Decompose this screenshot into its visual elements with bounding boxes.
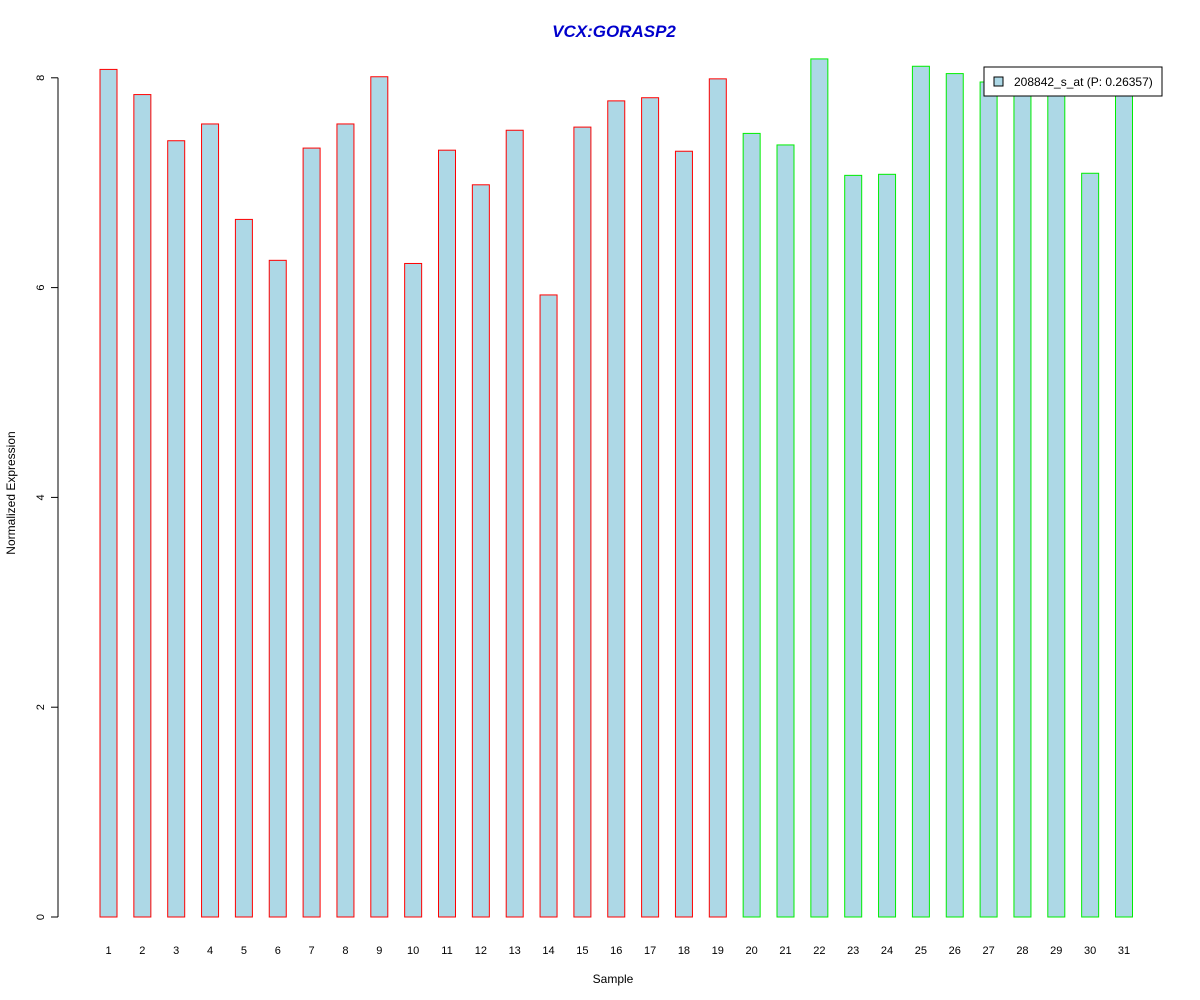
bar-sample-8 (336, 123, 355, 918)
bar-sample-30 (1081, 172, 1100, 918)
x-axis-tick-label: 24 (881, 945, 893, 957)
bar-sample-21 (776, 144, 795, 918)
bar-sample-5 (234, 218, 253, 918)
bar-sample-22 (810, 58, 829, 918)
bar-sample-27 (979, 81, 998, 918)
x-axis-tick-label: 7 (309, 945, 315, 957)
y-axis-tick-label: 4 (35, 494, 47, 500)
bar-sample-25 (911, 65, 930, 918)
x-axis-tick-label: 21 (779, 945, 791, 957)
x-axis-tick-label: 14 (542, 945, 554, 957)
bar-sample-28 (1013, 93, 1032, 918)
y-axis-tick-label: 6 (35, 285, 47, 291)
legend-swatch (993, 76, 1004, 87)
bar-sample-11 (438, 149, 456, 918)
x-axis-tick-label: 1 (105, 945, 111, 957)
bar-sample-17 (641, 97, 660, 918)
chart-title: VCX:GORASP2 (552, 22, 676, 41)
bar-sample-16 (607, 100, 626, 918)
x-axis-tick-label: 19 (712, 945, 724, 957)
x-axis-tick-label: 26 (949, 945, 961, 957)
bar-sample-26 (945, 73, 964, 918)
legend-box (983, 66, 1163, 97)
x-axis-tick-label: 18 (678, 945, 690, 957)
x-axis-tick-label: 23 (847, 945, 859, 957)
x-axis-tick-label: 25 (915, 945, 927, 957)
bar-sample-29 (1047, 93, 1066, 918)
bars (99, 58, 1133, 918)
bar-sample-19 (708, 78, 727, 918)
bar-sample-6 (268, 259, 287, 918)
x-axis-tick-label: 10 (407, 945, 419, 957)
bar-sample-4 (201, 123, 220, 918)
x-axis-tick-label: 17 (644, 945, 656, 957)
x-axis-tick-label: 4 (207, 945, 213, 957)
x-axis-tick-label: 22 (813, 945, 825, 957)
bar-sample-13 (505, 129, 524, 918)
bar-sample-20 (742, 132, 761, 918)
legend-label: 208842_s_at (P: 0.26357) (1014, 75, 1153, 89)
bar-sample-1 (99, 68, 118, 918)
y-axis: 0 2 4 6 8 (35, 75, 59, 920)
x-axis-tick-label: 15 (576, 945, 588, 957)
x-axis-tick-label: 27 (982, 945, 994, 957)
bar-sample-7 (302, 147, 321, 918)
x-axis-tick-label: 30 (1084, 945, 1096, 957)
x-axis-tick-label: 2 (139, 945, 145, 957)
x-axis-tick-label: 31 (1118, 945, 1130, 957)
x-axis-tick-label: 13 (509, 945, 521, 957)
bar-sample-14 (539, 294, 558, 918)
bar-sample-12 (471, 184, 490, 918)
x-axis-tick-label: 8 (342, 945, 348, 957)
x-axis-tick-label: 29 (1050, 945, 1062, 957)
x-axis-tick-label: 16 (610, 945, 622, 957)
y-axis-tick-label: 2 (35, 704, 47, 710)
x-axis-tick-labels: 1 2 3 4 5 6 7 8 9 10 11 12 13 14 15 16 17 18 19 20 21 22 23 24 2… (105, 945, 1130, 957)
x-axis-tick-label: 20 (746, 945, 758, 957)
bar-sample-24 (878, 173, 897, 918)
bar-sample-10 (404, 262, 423, 918)
bar-sample-2 (133, 94, 152, 918)
x-axis-tick-label: 9 (376, 945, 382, 957)
bar-sample-15 (573, 126, 592, 918)
x-axis-tick-label: 12 (475, 945, 487, 957)
y-axis-tick-label: 0 (35, 914, 47, 920)
x-axis-tick-label: 6 (275, 945, 281, 957)
bar-sample-23 (844, 174, 863, 918)
x-axis-tick-label: 5 (241, 945, 247, 957)
y-axis-tick-label: 8 (35, 75, 47, 81)
legend: 208842_s_at (P: 0.26357) (983, 66, 1163, 97)
x-axis-label: Sample (593, 972, 634, 986)
x-axis-tick-label: 28 (1016, 945, 1028, 957)
bar-sample-18 (674, 150, 693, 918)
y-axis-label: Normalized Expression (4, 431, 18, 554)
bar-sample-3 (167, 140, 186, 918)
bar-sample-31 (1115, 93, 1133, 918)
x-axis-tick-label: 11 (441, 945, 452, 957)
bar-sample-9 (370, 76, 389, 918)
x-axis-tick-label: 3 (173, 945, 179, 957)
